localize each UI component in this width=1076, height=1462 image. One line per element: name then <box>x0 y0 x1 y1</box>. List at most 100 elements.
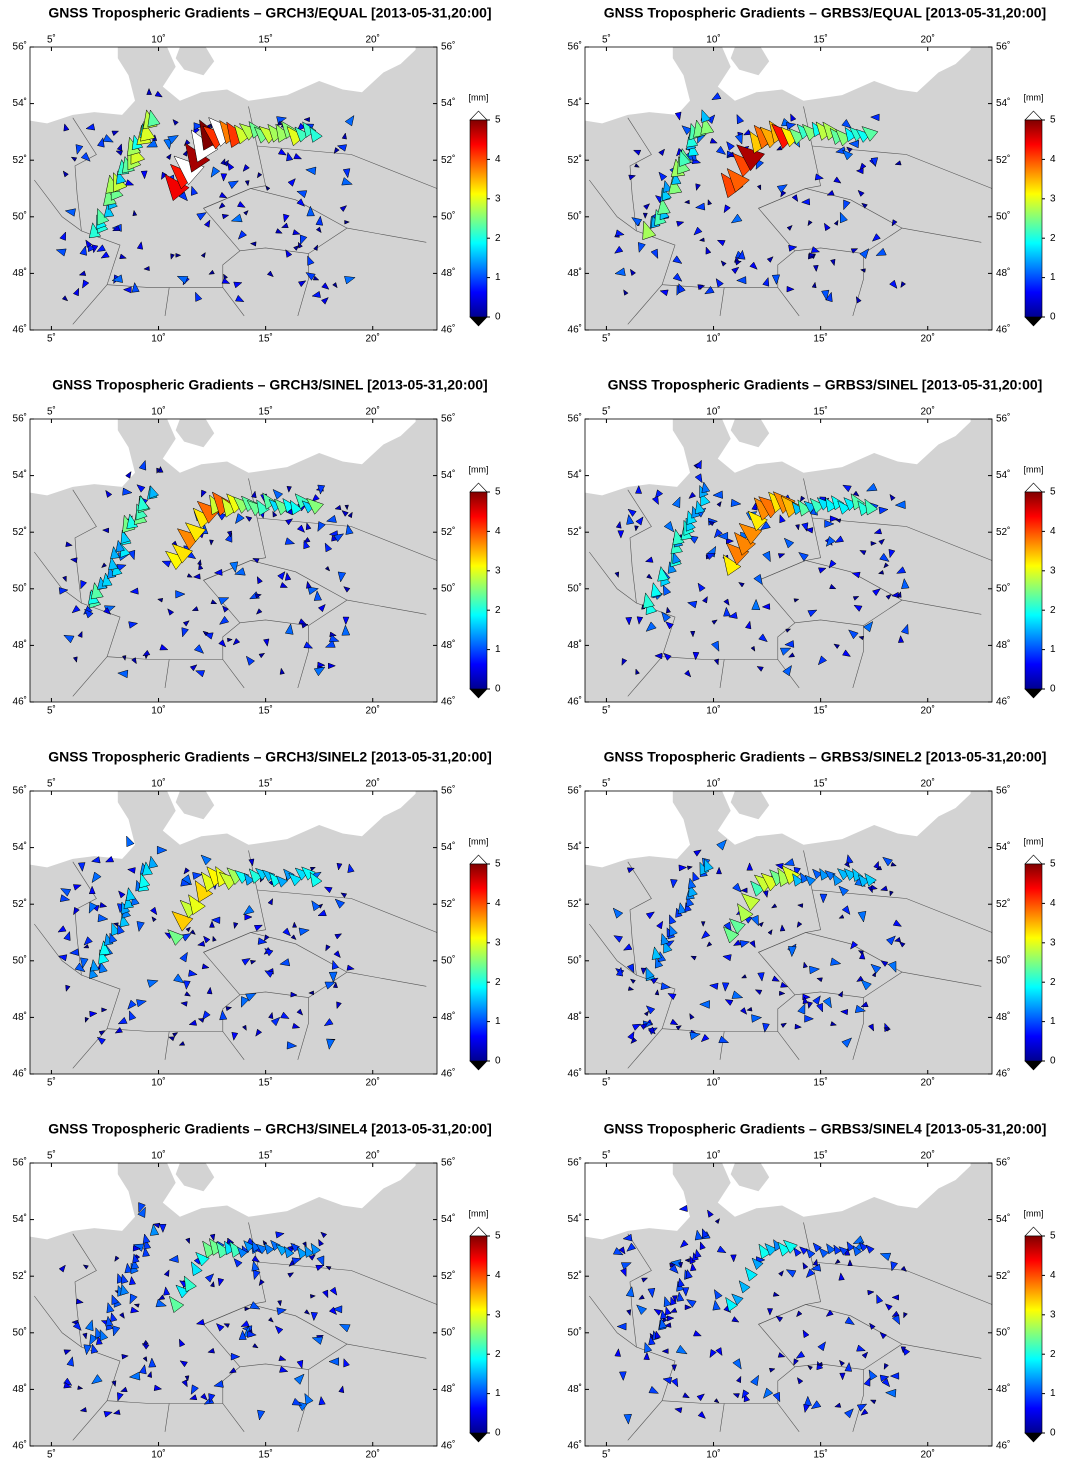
station-arrow <box>861 1351 869 1359</box>
station-arrow <box>713 1289 723 1300</box>
station-arrow <box>62 170 69 178</box>
border <box>346 971 427 987</box>
border <box>297 1369 309 1432</box>
station-arrow <box>701 595 708 604</box>
station-arrow <box>175 1284 190 1299</box>
station-arrow <box>675 1344 688 1355</box>
station-arrow <box>694 202 706 211</box>
station-arrow <box>870 157 879 168</box>
colorbar-over <box>1024 482 1043 493</box>
station-arrow <box>724 999 734 1006</box>
station-arrow <box>694 473 703 484</box>
station-arrow <box>777 1352 786 1358</box>
x-tick-label: 20˚ <box>921 778 935 790</box>
station-arrow <box>180 1001 188 1007</box>
y-tick-label: 52˚ <box>441 154 455 166</box>
station-arrow <box>643 1351 650 1360</box>
station-arrow <box>308 1254 316 1261</box>
y-tick-label: 48˚ <box>568 1011 582 1023</box>
x-tick-label: 10˚ <box>151 705 165 717</box>
y-tick-label: 48˚ <box>13 639 27 651</box>
y-tick-label: 56˚ <box>441 785 455 797</box>
station-arrow <box>879 1252 892 1262</box>
station-arrow <box>670 879 678 889</box>
y-tick-label: 54˚ <box>441 841 455 853</box>
station-arrow <box>301 500 316 514</box>
map-frame <box>584 1162 993 1447</box>
station-arrow <box>285 249 293 258</box>
station-arrow <box>870 113 880 122</box>
station-arrow <box>69 557 78 564</box>
station-arrow <box>129 1010 137 1021</box>
station-arrow <box>184 991 192 997</box>
y-tick-label: 54˚ <box>996 1213 1010 1225</box>
station-arrow <box>272 488 284 500</box>
station-arrow <box>865 1244 875 1254</box>
station-arrow <box>253 1269 261 1281</box>
station-arrow <box>57 925 67 933</box>
station-arrow <box>103 203 115 218</box>
station-arrow <box>617 530 625 539</box>
station-arrow <box>770 903 778 909</box>
border <box>72 284 108 325</box>
station-arrow <box>328 662 337 670</box>
station-arrow <box>802 1261 809 1270</box>
station-arrow <box>701 930 711 940</box>
colorbar <box>469 119 488 318</box>
station-arrow <box>103 1411 113 1418</box>
station-arrow <box>850 248 859 254</box>
y-tick-label: 46˚ <box>441 1440 455 1452</box>
station-arrow <box>651 946 662 961</box>
station-arrow <box>229 561 239 574</box>
station-arrow <box>119 913 130 928</box>
station-arrow <box>296 524 306 533</box>
station-arrow <box>900 623 909 635</box>
sea <box>30 419 135 496</box>
border <box>901 599 982 615</box>
station-arrow <box>792 873 804 887</box>
station-arrow <box>73 906 80 916</box>
station-arrow <box>837 500 851 515</box>
station-arrow <box>328 1306 338 1316</box>
station-arrow <box>702 1228 710 1239</box>
y-tick-label: 52˚ <box>568 526 582 538</box>
station-arrow <box>148 855 159 869</box>
station-arrow <box>238 1329 247 1340</box>
border <box>777 287 800 317</box>
colorbar-tick-label: 1 <box>495 1388 501 1399</box>
x-tick-label: 20˚ <box>921 333 935 345</box>
station-arrow <box>128 1371 141 1381</box>
station-arrow <box>112 1325 121 1337</box>
y-tick-label: 52˚ <box>568 1270 582 1282</box>
station-arrow <box>146 979 159 988</box>
station-arrow <box>59 888 72 897</box>
x-tick-label: 5˚ <box>47 1150 56 1162</box>
colorbar-tick-label: 4 <box>1050 154 1056 165</box>
station-arrow <box>317 484 326 495</box>
x-tick-label: 5˚ <box>602 34 611 46</box>
y-tick-label: 56˚ <box>996 41 1010 53</box>
station-arrow <box>635 484 643 494</box>
station-arrow <box>84 608 94 619</box>
station-arrow <box>900 1265 907 1272</box>
station-arrow <box>704 858 714 873</box>
station-arrow <box>138 459 147 471</box>
colorbar-tick-label: 1 <box>1050 644 1056 655</box>
station-arrow <box>782 1239 798 1254</box>
y-tick-label: 54˚ <box>568 469 582 481</box>
station-arrow <box>175 590 186 599</box>
station-arrow <box>182 620 190 627</box>
station-arrow <box>119 253 127 260</box>
station-arrow <box>108 556 119 571</box>
station-arrow <box>222 605 229 613</box>
x-tick-label: 15˚ <box>813 1449 827 1461</box>
station-arrow <box>264 1242 275 1255</box>
border <box>852 625 864 688</box>
station-arrow <box>758 633 768 643</box>
station-arrow <box>250 490 257 499</box>
station-arrow <box>276 116 288 125</box>
station-arrow <box>646 573 653 580</box>
station-arrow <box>783 537 795 549</box>
x-tick-label: 15˚ <box>258 1077 272 1089</box>
station-arrow <box>207 1347 215 1354</box>
